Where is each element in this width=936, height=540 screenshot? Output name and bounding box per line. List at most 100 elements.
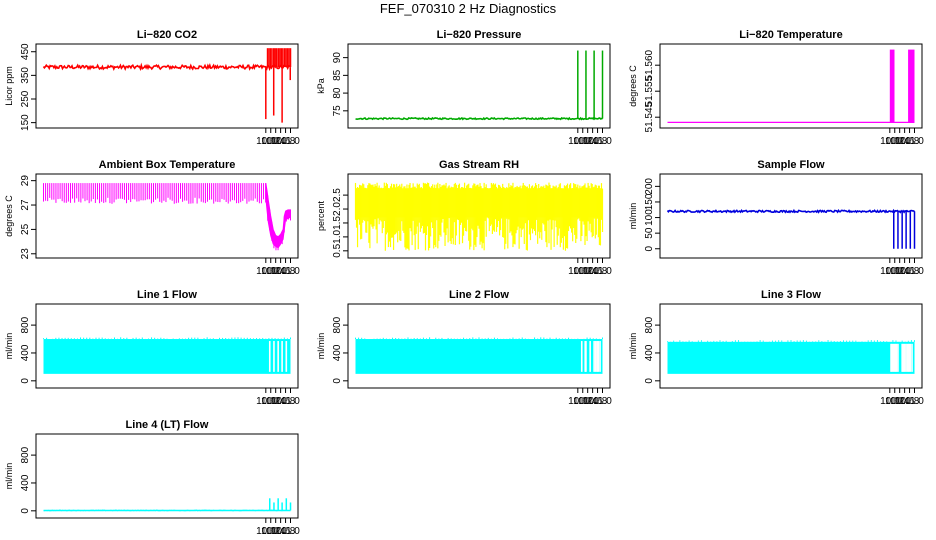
x-tick-label: 10.6 <box>271 266 291 277</box>
y-tick-label: 27 <box>20 199 31 211</box>
panel-title: Li−820 Temperature <box>739 29 842 41</box>
x-tick-label: 10.6 <box>895 136 915 147</box>
x-tick-label: 10.6 <box>895 266 915 277</box>
panel-title: Li−820 CO2 <box>137 29 197 41</box>
x-tick-label: 10.0 <box>256 136 276 147</box>
series-pressure <box>355 50 604 121</box>
plot-frame <box>35 173 299 259</box>
x-tick-label: 10.6 <box>583 266 603 277</box>
y-axis-label: ml/min <box>4 333 14 360</box>
plot-frame <box>347 43 611 129</box>
x-tick-label: 10.2 <box>885 396 905 407</box>
x-tick-label: 11.0 <box>593 136 612 147</box>
plot-frame <box>347 173 611 259</box>
x-tick-label: 11.0 <box>281 136 300 147</box>
series-ambient <box>42 183 292 251</box>
y-axis-label: ml/min <box>628 333 638 360</box>
y-tick-label: 0 <box>644 378 655 384</box>
x-tick-label: 10.6 <box>583 396 603 407</box>
x-tick-label: 10.4 <box>266 396 286 407</box>
panel-pressure: Li−820 Pressure 10.010.210.410.610.811.0 7… <box>316 29 612 147</box>
y-tick-label: 800 <box>332 316 343 333</box>
y-tick-label: 800 <box>20 446 31 463</box>
x-tick-label: 10.4 <box>890 136 910 147</box>
x-tick-label: 10.4 <box>578 266 598 277</box>
series-fill <box>355 339 603 374</box>
series-line <box>355 116 603 121</box>
y-tick-label: 25 <box>20 223 31 235</box>
y-axis-label: ml/min <box>316 333 326 360</box>
panel-co2: Li−820 CO2 10.010.210.410.610.811.0 150 250… <box>4 29 300 147</box>
panel-title: Line 2 Flow <box>449 289 509 301</box>
plot-frame <box>35 303 299 389</box>
x-tick-label: 10.4 <box>890 396 910 407</box>
panel-line2: Line 2 Flow 10.010.210.410.610.811.0 0 400 8… <box>316 289 612 407</box>
x-tick-label: 10.8 <box>588 396 608 407</box>
x-tick-label: 10.2 <box>261 136 281 147</box>
x-tick-label: 11.0 <box>281 526 300 537</box>
x-tick-label: 10.4 <box>266 266 286 277</box>
series-fill <box>667 341 915 374</box>
x-tick-label: 10.0 <box>256 266 276 277</box>
x-tick-label: 10.4 <box>266 526 286 537</box>
x-tick-label: 10.8 <box>900 136 920 147</box>
panel-licor_temp: Li−820 Temperature 10.010.210.410.610.811… <box>628 29 924 147</box>
y-tick-label: 50 <box>644 227 655 239</box>
series-block <box>889 49 894 123</box>
x-tick-label: 10.0 <box>256 396 276 407</box>
y-tick-label: 100 <box>644 209 655 226</box>
y-tick-label: 75 <box>332 105 343 117</box>
y-tick-label: 800 <box>644 316 655 333</box>
panel-title: Line 4 (LT) Flow <box>126 419 209 431</box>
y-tick-label: 2.0 <box>332 202 343 216</box>
x-tick-label: 10.0 <box>568 136 588 147</box>
y-axis-label: Licor ppm <box>4 66 14 106</box>
x-tick-label: 10.4 <box>890 266 910 277</box>
y-axis-label: degrees C <box>628 65 638 107</box>
x-tick-label: 10.0 <box>880 396 900 407</box>
series-line2 <box>354 337 604 374</box>
x-tick-label: 10.4 <box>266 136 286 147</box>
y-tick-label: 51.560 <box>644 49 655 80</box>
x-tick-label: 11.0 <box>905 136 924 147</box>
panel-line1: Line 1 Flow 10.010.210.410.610.811.0 0 400 8… <box>4 289 300 407</box>
series-line1 <box>42 337 292 374</box>
series-sample <box>666 208 916 249</box>
x-tick-label: 10.2 <box>885 266 905 277</box>
y-tick-label: 23 <box>20 248 31 260</box>
y-tick-label: 0 <box>20 508 31 514</box>
x-tick-label: 10.2 <box>573 266 593 277</box>
plot-frame <box>659 303 923 389</box>
x-tick-label: 10.6 <box>271 136 291 147</box>
series-licor_temp <box>667 49 915 124</box>
panel-line3: Line 3 Flow 10.010.210.410.610.811.0 0 400 8… <box>628 289 924 407</box>
y-tick-label: 350 <box>20 67 31 84</box>
y-tick-label: 0 <box>332 378 343 384</box>
x-tick-label: 10.8 <box>276 396 296 407</box>
y-tick-label: 80 <box>332 87 343 99</box>
x-tick-label: 10.0 <box>256 526 276 537</box>
x-tick-label: 10.4 <box>578 396 598 407</box>
series-co2 <box>42 48 292 123</box>
panel-title: Line 1 Flow <box>137 289 197 301</box>
x-tick-label: 11.0 <box>281 266 300 277</box>
x-tick-label: 10.8 <box>900 266 920 277</box>
series-line <box>42 62 291 72</box>
y-axis-label: percent <box>316 200 326 231</box>
y-tick-label: 0 <box>644 246 655 252</box>
y-tick-label: 250 <box>20 90 31 107</box>
x-tick-label: 11.0 <box>593 396 612 407</box>
y-tick-label: 85 <box>332 69 343 81</box>
panel-rh: Gas Stream RH 10.010.210.410.610.811.0 0.5… <box>316 159 612 277</box>
x-tick-label: 10.8 <box>588 266 608 277</box>
y-tick-label: 400 <box>332 344 343 361</box>
x-tick-label: 10.0 <box>880 136 900 147</box>
y-tick-label: 0 <box>20 378 31 384</box>
panel-title: Ambient Box Temperature <box>99 159 236 171</box>
x-tick-label: 10.8 <box>900 396 920 407</box>
series-line <box>666 208 915 214</box>
y-tick-label: 400 <box>20 474 31 491</box>
y-axis-label: ml/min <box>4 463 14 490</box>
series-block <box>908 49 915 123</box>
